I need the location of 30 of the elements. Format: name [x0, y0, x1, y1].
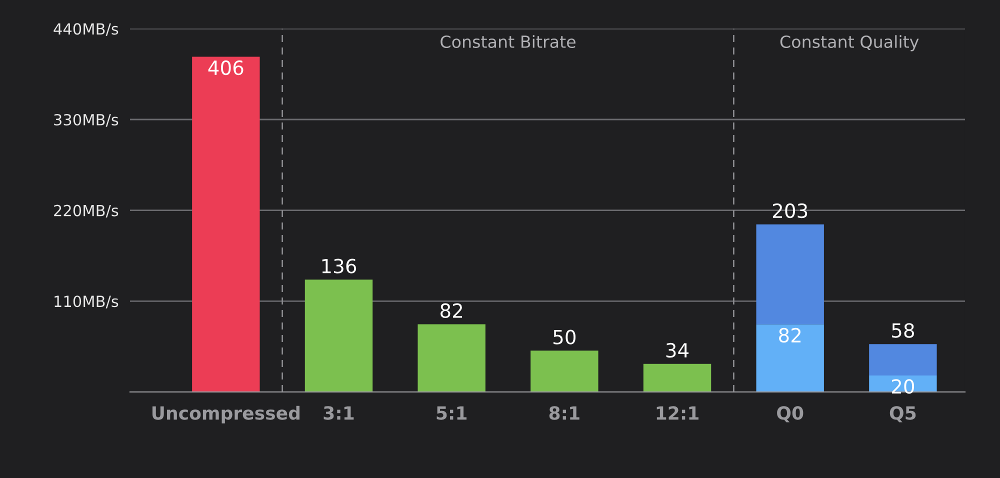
- data-label: 136: [322, 258, 356, 274]
- data-label: 50: [554, 330, 576, 344]
- x-tick-label: 5:1: [436, 406, 467, 420]
- bar: [756, 324, 824, 392]
- data-label: 34: [666, 342, 689, 358]
- bar: [643, 364, 712, 392]
- x-tick-label: 12:1: [656, 406, 698, 420]
- bar: [192, 56, 260, 392]
- y-tick-label: 220MB/s: [54, 204, 118, 218]
- y-tick-label: 110MB/s: [54, 296, 118, 308]
- x-tick-label: Uncompressed: [152, 406, 300, 424]
- data-label: 82: [440, 303, 462, 318]
- data-label: 406: [208, 60, 244, 76]
- bar: [869, 344, 937, 376]
- bar: [530, 350, 598, 392]
- x-tick-label: 8:1: [549, 406, 580, 420]
- x-tick-label: Q5: [890, 406, 916, 422]
- annotation: Constant Bitrate: [440, 35, 576, 48]
- bar: [418, 324, 486, 392]
- annotation: Constant Quality: [780, 35, 919, 52]
- total-label: 58: [892, 323, 914, 338]
- total-label: 203: [772, 203, 808, 218]
- bar: [304, 280, 373, 392]
- y-tick-label: 330MB/s: [54, 114, 118, 127]
- data-label: 20: [892, 379, 914, 394]
- x-tick-label: Q0: [777, 406, 804, 422]
- y-tick-label: 440MB/s: [54, 23, 118, 36]
- bar: [756, 224, 824, 324]
- x-tick-label: 3:1: [324, 406, 354, 420]
- data-label: 82: [779, 328, 801, 343]
